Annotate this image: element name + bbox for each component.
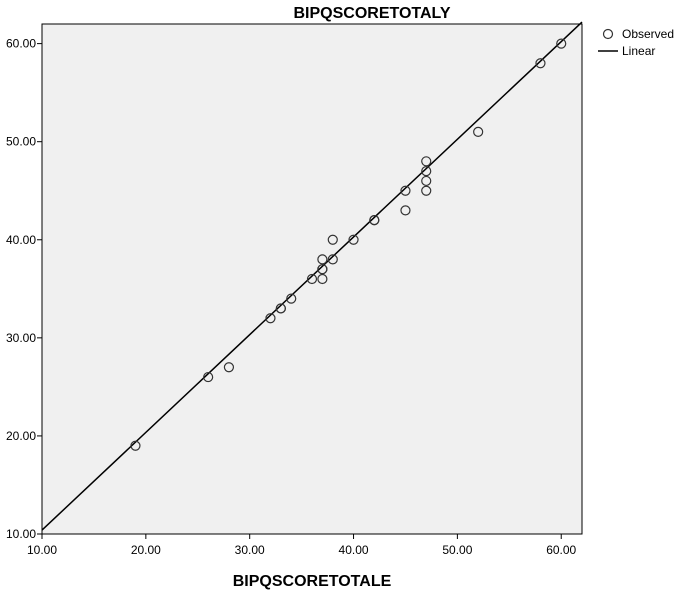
observed-point bbox=[421, 156, 432, 167]
y-tick-label: 40.00 bbox=[6, 233, 36, 247]
observed-point bbox=[369, 215, 380, 226]
y-tick-label: 30.00 bbox=[6, 331, 36, 345]
observed-point bbox=[421, 175, 432, 187]
observed-point bbox=[421, 166, 432, 177]
y-tick-label: 60.00 bbox=[6, 37, 36, 51]
observed-point bbox=[265, 313, 276, 324]
linear-fit-series bbox=[41, 21, 583, 531]
legend-observed-marker bbox=[602, 28, 614, 40]
observed-point bbox=[348, 234, 359, 245]
observed-point bbox=[327, 234, 338, 245]
y-tick-label: 20.00 bbox=[6, 429, 36, 443]
observed-point bbox=[275, 303, 286, 314]
observed-point bbox=[306, 273, 318, 285]
observed-point bbox=[473, 126, 484, 137]
x-tick-label: 40.00 bbox=[339, 543, 369, 557]
observed-point bbox=[400, 185, 411, 196]
observed-series bbox=[130, 38, 567, 451]
x-axis: 10.00 20.00 30.00 40.00 50.00 60.00 bbox=[27, 534, 577, 557]
x-tick-label: 10.00 bbox=[27, 543, 57, 557]
x-tick-label: 50.00 bbox=[442, 543, 472, 557]
legend: Observed Linear bbox=[598, 27, 674, 58]
observed-point bbox=[203, 371, 214, 383]
y-tick-label: 10.00 bbox=[6, 527, 36, 541]
linear-fit-line bbox=[41, 21, 583, 531]
observed-point bbox=[327, 254, 338, 265]
legend-observed-label: Observed bbox=[622, 27, 674, 41]
x-tick-label: 60.00 bbox=[546, 543, 576, 557]
observed-point bbox=[286, 293, 297, 304]
observed-point bbox=[421, 185, 432, 196]
y-axis: 10.00 20.00 30.00 40.00 50.00 60.00 bbox=[6, 37, 42, 541]
x-axis-label: BIPQSCORETOTALE bbox=[233, 573, 392, 590]
observed-point bbox=[317, 273, 328, 285]
observed-point bbox=[535, 58, 546, 69]
observed-point bbox=[223, 362, 235, 373]
observed-point bbox=[317, 264, 328, 275]
y-tick-label: 50.00 bbox=[6, 135, 36, 149]
observed-point bbox=[556, 38, 567, 49]
observed-point bbox=[400, 205, 411, 216]
plot-area bbox=[41, 23, 583, 535]
x-tick-label: 30.00 bbox=[235, 543, 265, 557]
x-tick-label: 20.00 bbox=[131, 543, 161, 557]
observed-point bbox=[130, 440, 141, 451]
observed-point bbox=[317, 254, 328, 265]
legend-linear-label: Linear bbox=[622, 44, 655, 58]
chart-title: BIPQSCORETOTALY bbox=[293, 5, 450, 22]
